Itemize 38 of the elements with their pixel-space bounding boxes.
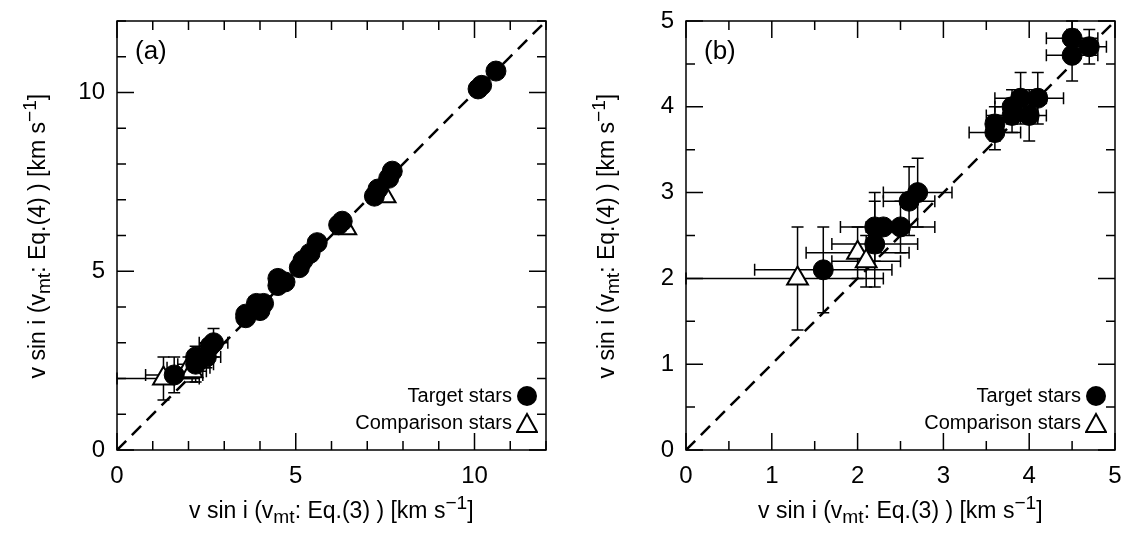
point [485,60,507,82]
legend-label: Target stars [407,384,512,407]
y-tick-label: 1 [660,348,674,376]
point [864,233,886,255]
x-tick-label: 2 [850,461,865,489]
point [381,160,403,182]
point [1018,104,1040,126]
y-tick-label: 0 [660,434,674,462]
y-tick-label: 2 [660,263,674,291]
x-tick-label: 0 [110,461,124,489]
point [1061,44,1083,66]
point [1027,87,1049,109]
x-axis-title: v sin i (v$_{mt}$: Eq.(3) ) [km s$^{−1}$] [189,492,474,529]
y-tick-label: 10 [78,77,105,105]
x-tick-label: 0 [679,461,693,489]
y-tick-label: 4 [660,91,674,119]
point [890,216,911,238]
legend-label: Target stars [976,384,1081,407]
y-tick-label: 0 [91,434,105,462]
text: (a) [135,35,167,66]
y-tick-label: 3 [660,177,674,205]
y-tick-label: 5 [660,5,674,33]
text: (b) [704,35,736,66]
y-tick-label: 5 [91,255,105,283]
point [812,259,834,281]
x-tick-label: 5 [1108,461,1122,489]
x-tick-label: 1 [765,461,779,489]
point [306,232,328,254]
legend-label: Comparison stars [924,411,1081,434]
x-tick-label: 10 [461,461,488,489]
point [1078,36,1100,58]
x-axis-title: v sin i (v$_{mt}$: Eq.(3) ) [km s$^{−1}$] [758,492,1043,529]
legend-label: Comparison stars [355,411,512,434]
point [907,182,929,204]
x-tick-label: 5 [289,461,303,489]
x-tick-label: 3 [936,461,951,489]
x-tick-label: 4 [1022,461,1036,489]
point [163,364,185,386]
